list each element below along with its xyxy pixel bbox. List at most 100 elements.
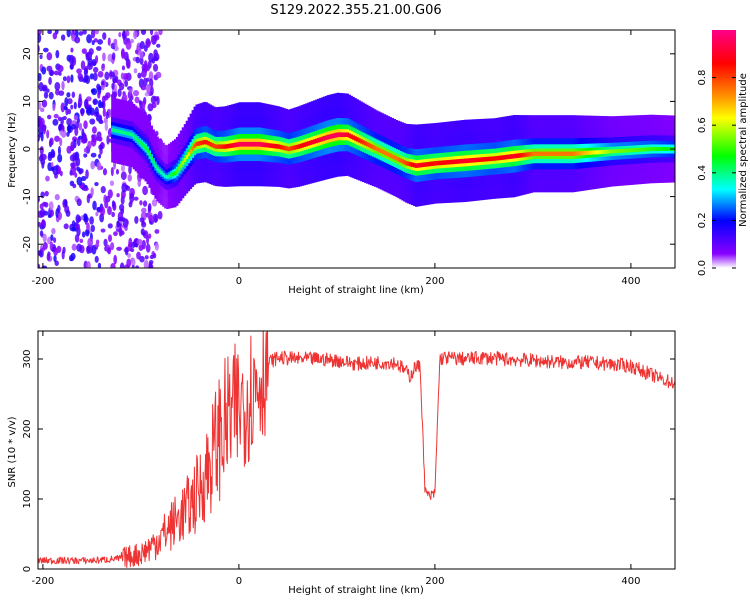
ridge-segment bbox=[371, 144, 375, 150]
noise-blob bbox=[102, 32, 107, 40]
noise-blob bbox=[97, 39, 103, 45]
noise-blob bbox=[69, 154, 76, 162]
noise-blob bbox=[125, 40, 132, 50]
ridge-segment bbox=[122, 131, 126, 135]
ridge-segment bbox=[595, 150, 598, 155]
ridge-segment bbox=[544, 151, 547, 156]
noise-blob bbox=[39, 145, 44, 155]
ridge-segment bbox=[309, 140, 312, 146]
ridge-segment bbox=[589, 150, 592, 155]
ridge-segment bbox=[189, 149, 193, 154]
noise-blob bbox=[97, 262, 102, 268]
noise-blob bbox=[90, 137, 97, 147]
noise-blob bbox=[86, 194, 91, 204]
noise-blob bbox=[111, 200, 115, 208]
ridge-segment bbox=[260, 142, 263, 147]
spectrogram-panel: -200 0 200 400 -20 -10 0 10 20 Height of straigh… bbox=[7, 29, 676, 296]
noise-blob bbox=[75, 223, 80, 230]
noise-blob bbox=[142, 200, 148, 207]
noise-blob bbox=[150, 86, 154, 96]
noise-blob bbox=[148, 71, 154, 81]
ridge-segment bbox=[369, 143, 373, 149]
noise-blob bbox=[99, 206, 106, 217]
ridge-segment bbox=[644, 147, 647, 152]
noise-blob bbox=[57, 204, 61, 214]
ridge-segment bbox=[483, 157, 487, 162]
ridge-segment bbox=[217, 144, 220, 149]
colorbar-scale bbox=[712, 30, 736, 268]
noise-blob bbox=[101, 81, 105, 86]
ridge-segment bbox=[660, 147, 663, 151]
ridge-segment bbox=[303, 142, 306, 147]
noise-blob bbox=[41, 219, 46, 226]
ridge-segment bbox=[667, 147, 671, 151]
noise-blob bbox=[90, 224, 95, 233]
ridge-segment bbox=[170, 173, 173, 178]
ridge-segment bbox=[201, 140, 204, 145]
noise-blob bbox=[124, 246, 129, 256]
noise-blob bbox=[94, 182, 99, 187]
noise-blob bbox=[45, 175, 50, 182]
noise-blob bbox=[151, 102, 157, 109]
noise-blob bbox=[59, 137, 63, 147]
noise-blob bbox=[55, 49, 60, 59]
ridge-segment bbox=[481, 157, 485, 162]
ridge-segment bbox=[248, 141, 251, 147]
ridge-segment bbox=[616, 149, 620, 153]
ridge-segment bbox=[262, 142, 265, 148]
ridge-segment bbox=[522, 152, 526, 158]
ridge-segment bbox=[562, 151, 565, 156]
noise-blob bbox=[107, 234, 113, 242]
ridge-segment bbox=[509, 154, 512, 159]
snr-ticks: -200 0 200 400 0 100 200 300 bbox=[22, 331, 675, 587]
ridge-segment bbox=[511, 154, 514, 159]
noise-blob bbox=[100, 185, 106, 194]
noise-blob bbox=[149, 254, 155, 260]
ridge-segment bbox=[234, 142, 238, 148]
noise-blob bbox=[71, 91, 76, 98]
noise-blob bbox=[42, 242, 48, 250]
noise-blob bbox=[143, 44, 148, 52]
snr-plot-area bbox=[38, 331, 675, 569]
ridge-segment bbox=[479, 157, 483, 162]
ridge-segment bbox=[207, 141, 210, 146]
ridge-segment bbox=[601, 149, 604, 154]
ridge-segment bbox=[254, 141, 257, 147]
ridge-segment bbox=[252, 141, 255, 147]
ridge-segment bbox=[144, 146, 148, 150]
y-tick-label: 0 bbox=[22, 566, 33, 572]
noise-blob bbox=[130, 95, 134, 101]
ridge-segment bbox=[450, 159, 453, 165]
noise-blob bbox=[97, 91, 101, 99]
noise-blob bbox=[57, 145, 61, 156]
ridge-segment bbox=[491, 156, 494, 161]
ridge-segment bbox=[597, 150, 600, 155]
ridge-segment bbox=[344, 132, 347, 138]
ridge-segment bbox=[393, 155, 396, 160]
ridge-segment bbox=[111, 128, 114, 132]
noise-blob bbox=[147, 203, 152, 212]
noise-blob bbox=[101, 64, 105, 72]
ridge-segment bbox=[121, 130, 124, 135]
noise-blob bbox=[119, 262, 125, 268]
noise-blob bbox=[89, 107, 95, 116]
noise-blob bbox=[93, 38, 98, 43]
ridge-segment bbox=[458, 159, 461, 164]
noise-blob bbox=[63, 105, 68, 111]
noise-blob bbox=[124, 79, 129, 88]
noise-blob bbox=[134, 215, 139, 224]
noise-blob bbox=[80, 107, 85, 115]
ridge-segment bbox=[565, 151, 569, 156]
x-tick-label: -200 bbox=[32, 576, 55, 587]
noise-blob bbox=[85, 52, 90, 58]
noise-blob bbox=[67, 124, 72, 134]
ridge-segment bbox=[313, 139, 316, 144]
ridge-segment bbox=[126, 131, 130, 136]
ridge-segment bbox=[277, 144, 281, 149]
ridge-segment bbox=[648, 147, 651, 152]
ridge-segment bbox=[563, 151, 567, 156]
ridge-segment bbox=[646, 147, 649, 152]
ridge-segment bbox=[166, 175, 169, 179]
noise-blob bbox=[48, 91, 54, 100]
snr-panel: -200 0 200 400 0 100 200 300 Height of straight… bbox=[7, 330, 676, 596]
